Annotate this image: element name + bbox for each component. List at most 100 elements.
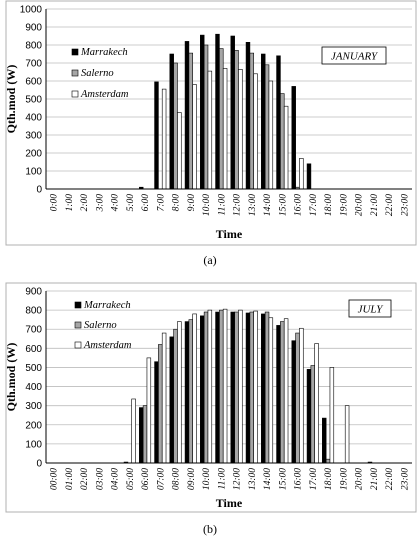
bar-salerno: [249, 52, 255, 190]
x-tick-label: 11:00: [217, 468, 227, 490]
bar-amsterdam: [146, 357, 152, 464]
bar-amsterdam: [161, 88, 167, 190]
bar-amsterdam: [192, 84, 197, 190]
bar-amsterdam: [177, 321, 182, 464]
bar-amsterdam: [222, 68, 228, 190]
legend-label-salerno: Salerno: [81, 68, 114, 79]
x-tick-label: 16:00: [294, 468, 304, 490]
bar-amsterdam: [131, 398, 136, 464]
bar-amsterdam: [238, 69, 243, 190]
x-tick-label: 10:00: [202, 468, 212, 490]
legend-label-marrakech: Marrakech: [80, 47, 128, 58]
y-tick-label: 300: [25, 401, 42, 412]
x-tick-label: 20:00: [355, 468, 365, 490]
x-tick-label: 0:00: [50, 194, 60, 212]
bar-amsterdam: [283, 318, 289, 464]
x-tick-label: 07:00: [156, 468, 166, 490]
bar-amsterdam: [207, 309, 213, 464]
x-tick-label: 01:00: [65, 468, 75, 490]
chart-july: 0 100 200 300 400 500 600 700 800 900 00:00 01:00 02…: [4, 282, 417, 513]
bar-salerno: [234, 50, 239, 190]
x-tick-label: 11:00: [217, 194, 227, 216]
bar-marrakech: [184, 321, 190, 464]
chart-frame: [5, 282, 417, 513]
bar-marrakech: [184, 41, 190, 190]
x-tick-label: 5:00: [126, 194, 136, 212]
y-tick-label: 600: [25, 344, 42, 355]
y-axis-title: Qth.mod (W): [4, 343, 18, 412]
bar-marrakech: [245, 312, 251, 464]
y-tick-label: 1000: [20, 5, 43, 16]
bar-amsterdam: [177, 112, 182, 190]
y-tick-label: 200: [25, 420, 42, 431]
bar-salerno: [158, 344, 163, 464]
x-tick-label: 14:00: [263, 468, 273, 490]
x-tick-label: 2:00: [80, 194, 90, 212]
bar-amsterdam: [314, 343, 319, 464]
bar-amsterdam: [268, 80, 274, 190]
x-tick-label: 17:00: [309, 194, 319, 216]
bar-salerno: [142, 405, 148, 464]
y-tick-label: 200: [25, 149, 42, 160]
bar-salerno: [325, 458, 331, 464]
bar-marrakech: [276, 325, 281, 464]
bar-salerno: [203, 311, 209, 464]
x-tick-label: 19:00: [339, 194, 349, 216]
y-tick-label: 700: [25, 325, 42, 336]
x-tick-label: 04:00: [111, 468, 121, 490]
bar-marrakech: [306, 369, 312, 464]
y-axis-title: Qth.mod (W): [4, 65, 18, 134]
x-tick-label: 08:00: [172, 468, 182, 490]
bar-amsterdam: [253, 73, 258, 190]
bar-amsterdam: [268, 317, 274, 464]
caption-a: (a): [203, 253, 217, 267]
y-tick-label: 100: [25, 167, 42, 178]
legend-label-marrakech: Marrakech: [83, 300, 131, 311]
x-tick-label: 10:00: [202, 194, 212, 216]
y-tick-label: 100: [25, 439, 42, 450]
bar-marrakech: [215, 33, 220, 190]
x-tick-label: 18:00: [324, 468, 334, 490]
bar-salerno: [188, 52, 194, 190]
month-label-box: [321, 46, 387, 65]
bar-amsterdam: [299, 158, 304, 190]
x-tick-label: 14:00: [263, 194, 273, 216]
bar-marrakech: [215, 311, 220, 464]
bar-amsterdam: [192, 313, 197, 464]
bar-salerno: [188, 319, 194, 464]
y-tick-label: 900: [25, 23, 42, 34]
x-tick-label: 4:00: [111, 194, 121, 212]
x-tick-label: 9:00: [187, 194, 197, 212]
y-tick-label: 900: [25, 287, 42, 298]
bar-marrakech: [291, 86, 296, 190]
x-axis-title: Time: [216, 496, 243, 510]
bar-marrakech: [154, 361, 159, 464]
bar-salerno: [203, 44, 209, 190]
legend-label-amsterdam: Amsterdam: [83, 340, 132, 351]
x-tick-label: 15:00: [278, 194, 288, 216]
bar-marrakech: [245, 41, 251, 190]
x-tick-label: 7:00: [156, 194, 166, 212]
x-tick-label: 02:00: [80, 468, 90, 490]
bar-amsterdam: [207, 70, 213, 190]
legend-swatch-salerno: [71, 69, 79, 77]
bar-salerno: [280, 321, 285, 464]
y-tick-label: 800: [25, 41, 42, 52]
x-tick-label: 3:00: [95, 194, 105, 213]
x-tick-label: 21:00: [370, 194, 380, 216]
x-tick-label: 18:00: [324, 194, 334, 216]
bar-salerno: [249, 311, 255, 464]
x-tick-label: 22:00: [385, 194, 395, 216]
legend-swatch-salerno: [74, 321, 82, 329]
x-tick-label: 23:00: [400, 468, 410, 490]
x-tick-label: 13:00: [248, 194, 258, 216]
bar-salerno: [280, 93, 285, 190]
bar-amsterdam: [238, 309, 243, 464]
x-tick-label: 00:00: [50, 468, 60, 490]
bar-amsterdam: [253, 310, 258, 464]
x-tick-label: 15:00: [278, 468, 288, 490]
bar-marrakech: [230, 311, 235, 464]
bar-salerno: [310, 365, 316, 464]
x-tick-label: 20:00: [355, 194, 365, 216]
bar-marrakech: [261, 53, 266, 190]
